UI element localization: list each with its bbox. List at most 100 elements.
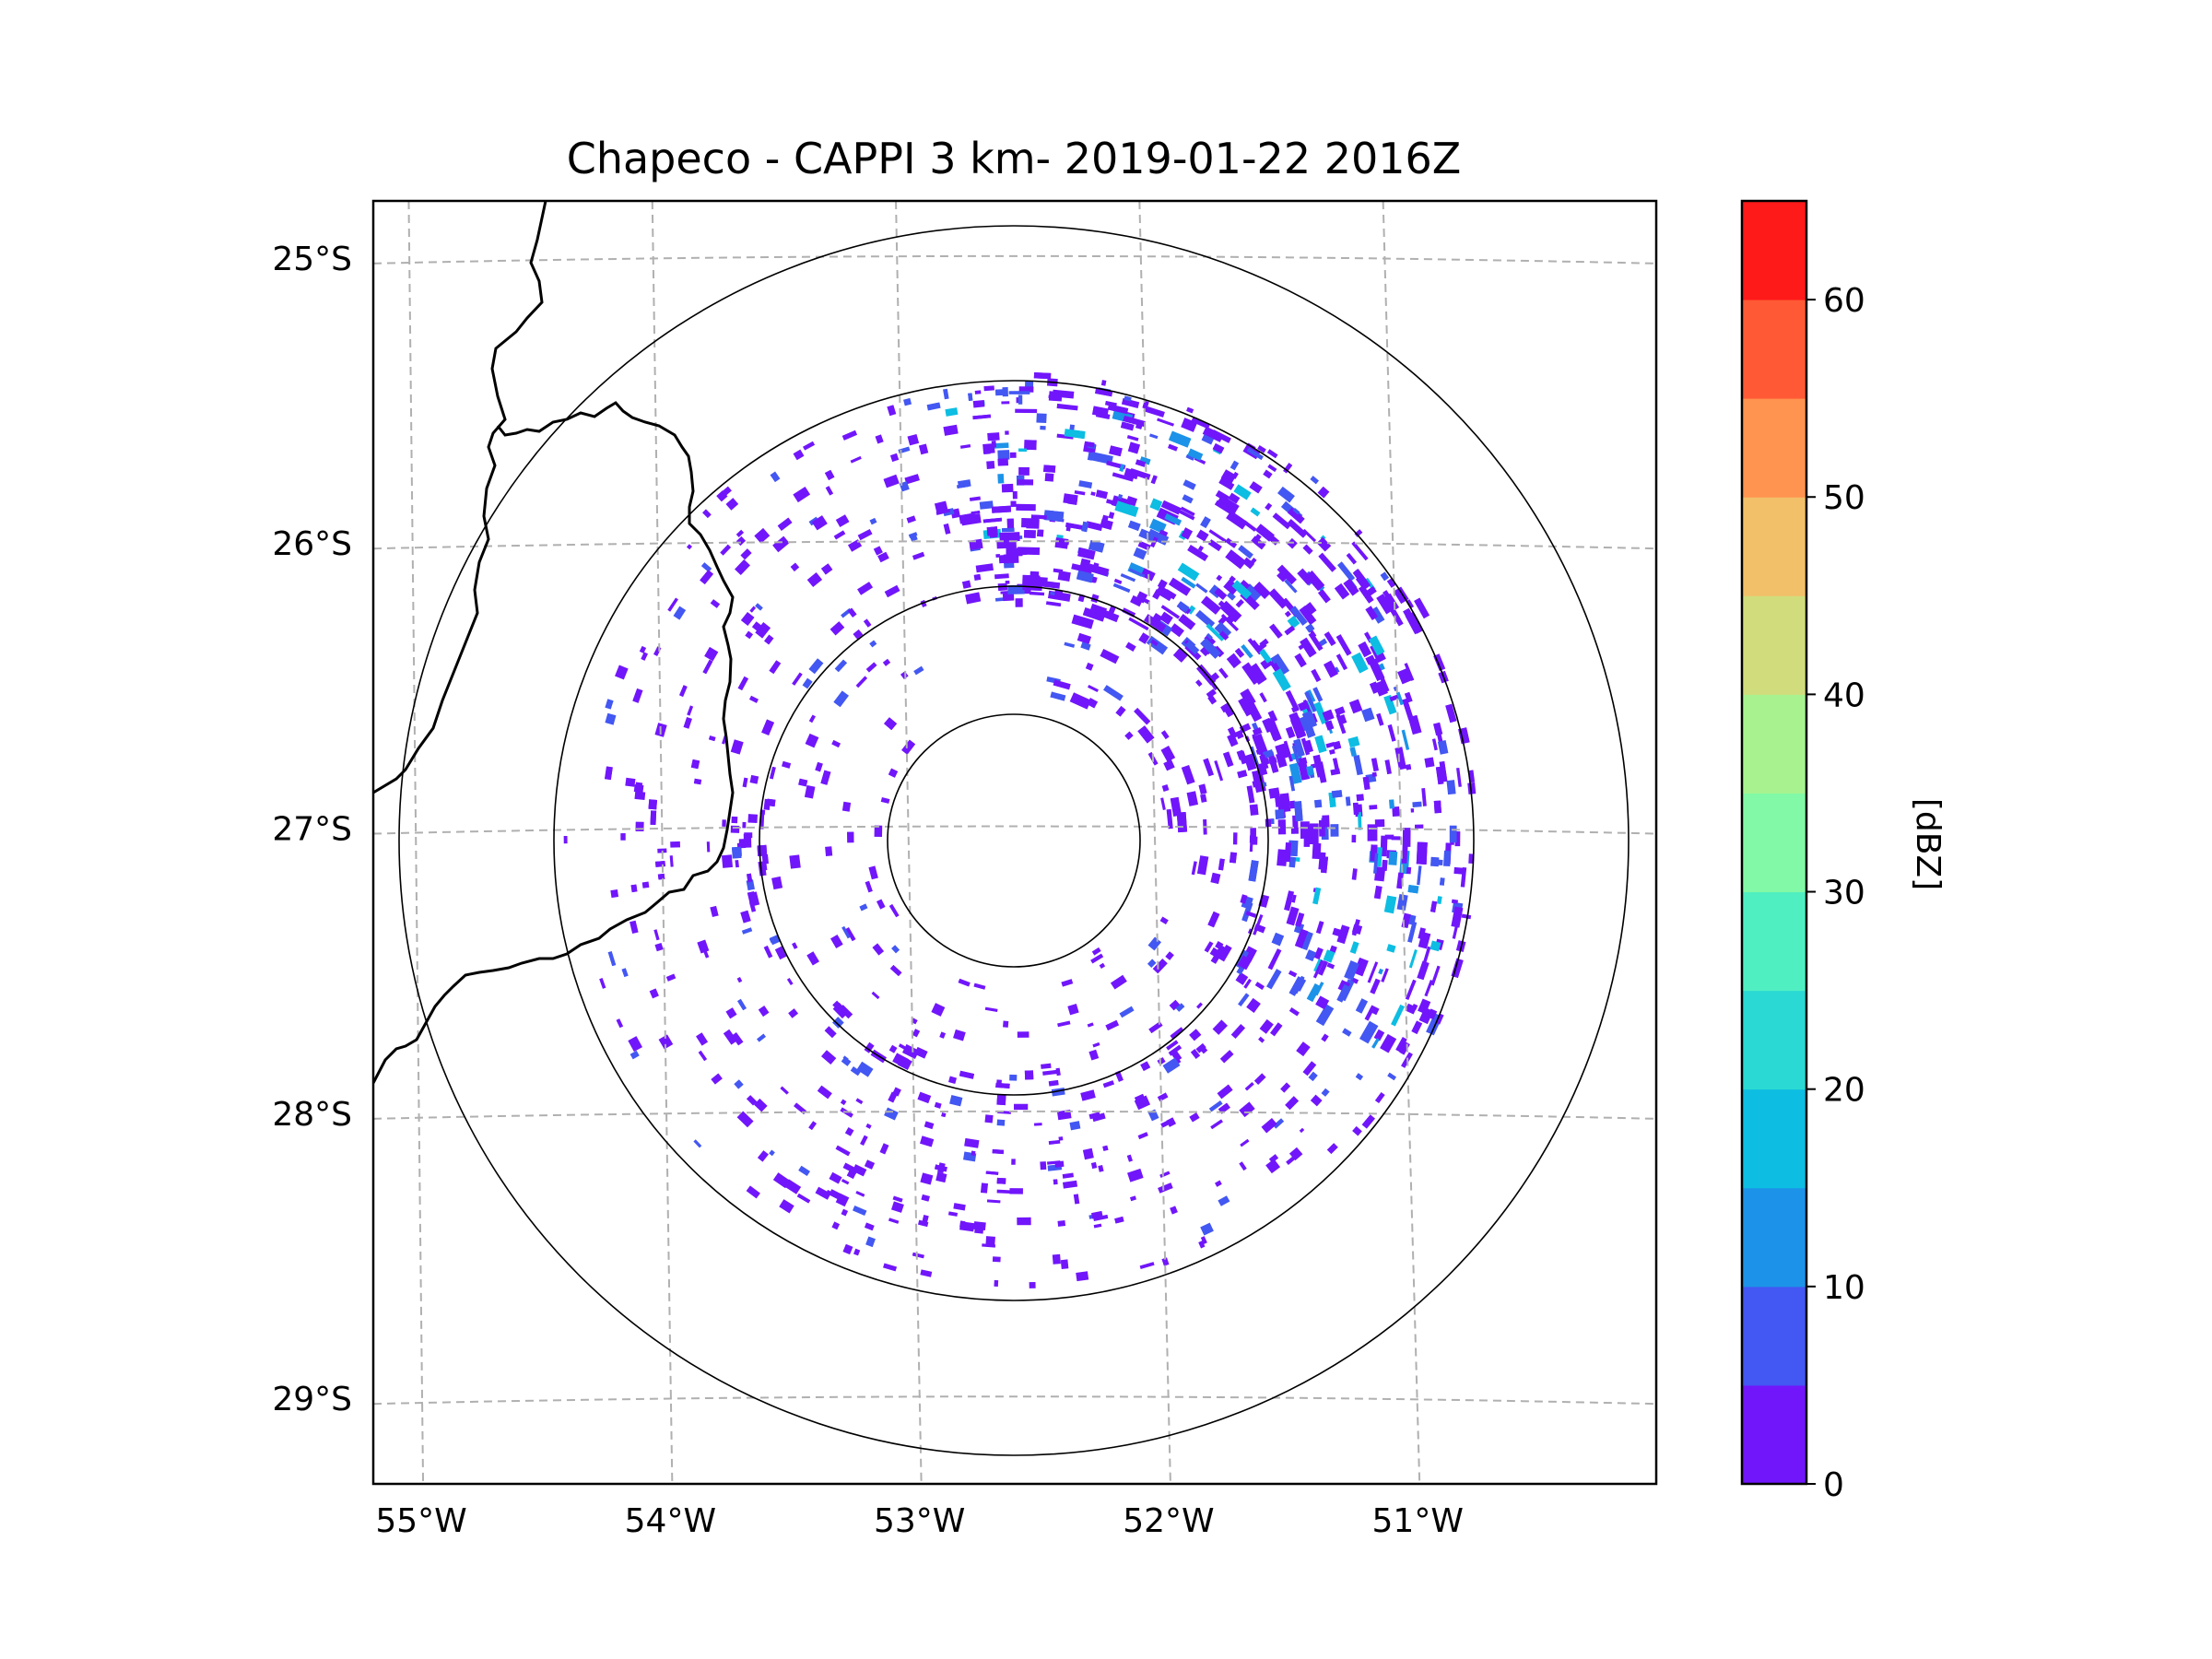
echo-cell: [1166, 808, 1173, 830]
echo-cell: [1391, 836, 1401, 841]
echo-cell: [1253, 1073, 1266, 1086]
echo-cell: [947, 1076, 958, 1084]
echo-cell: [1217, 946, 1228, 959]
echo-cell: [1197, 545, 1205, 552]
echo-cell: [1330, 768, 1341, 776]
echo-cell: [1388, 799, 1395, 809]
echo-cell: [1176, 812, 1188, 833]
echo-cell: [1181, 765, 1195, 785]
echo-cell: [1415, 824, 1424, 829]
echo-cell: [1302, 528, 1317, 543]
echo-cell: [1263, 469, 1273, 479]
echo-cell: [740, 611, 755, 626]
echo-cell: [1253, 924, 1266, 934]
echo-cell: [753, 1098, 768, 1112]
echo-cell: [747, 873, 753, 883]
echo-cell: [1210, 1119, 1223, 1130]
echo-cell: [853, 629, 864, 640]
echo-cell: [811, 515, 828, 531]
map-area: [373, 201, 1656, 1484]
echo-cell: [874, 825, 883, 838]
echo-cell: [721, 854, 734, 868]
echo-cell: [833, 530, 846, 540]
echo-cell: [1240, 579, 1251, 589]
echo-cell: [1313, 947, 1324, 960]
echo-cell: [1098, 1164, 1104, 1172]
echo-cell: [1157, 579, 1168, 590]
echo-cell: [1048, 1079, 1059, 1087]
echo-cell: [1187, 545, 1209, 562]
echo-cell: [1452, 925, 1458, 939]
echo-cell: [1445, 703, 1457, 724]
colorbar-tick-label: 40: [1823, 677, 1865, 714]
echo-cell: [1172, 648, 1188, 663]
echo-cell: [820, 770, 831, 785]
echo-cell: [1065, 526, 1071, 532]
echo-cell: [1351, 652, 1369, 674]
colorbar-segment: [1742, 497, 1806, 596]
echo-cell: [771, 876, 783, 890]
echo-cell: [749, 774, 759, 784]
echo-cell: [1220, 703, 1230, 713]
echo-cell: [761, 719, 774, 735]
echo-cell: [918, 1219, 929, 1228]
echo-cell: [855, 1190, 865, 1197]
echo-cell: [860, 1135, 868, 1146]
echo-cell: [1018, 466, 1030, 476]
echo-cell: [865, 1159, 875, 1170]
echo-cell: [803, 441, 816, 451]
echo-cell: [1071, 563, 1093, 574]
echo-cell: [1053, 568, 1064, 573]
echo-cell: [1410, 808, 1415, 813]
echo-cell: [1381, 968, 1389, 982]
echo-cell: [1064, 641, 1076, 648]
echo-cell: [755, 622, 771, 639]
echo-cell: [1284, 625, 1296, 636]
echo-cell: [1225, 549, 1247, 570]
echo-cell: [1239, 723, 1252, 734]
echo-cell: [985, 1236, 995, 1245]
echo-cell: [1201, 595, 1221, 615]
echo-cell: [920, 1172, 934, 1185]
echo-cell: [1380, 571, 1389, 582]
echo-cell: [725, 498, 739, 511]
echo-cell: [1392, 806, 1400, 818]
echo-cell: [1085, 521, 1103, 532]
echo-cell: [1200, 1222, 1214, 1236]
echo-cell: [1119, 464, 1125, 472]
echo-cell: [1380, 1033, 1397, 1053]
echo-cell: [1312, 754, 1325, 778]
reflectivity-echoes: [563, 372, 1477, 1288]
echo-cell: [690, 759, 700, 770]
echo-cell: [1361, 707, 1375, 723]
echo-cell: [1318, 552, 1336, 572]
echo-cell: [965, 592, 982, 605]
echo-cell: [1252, 726, 1263, 736]
echo-cell: [1302, 544, 1313, 555]
echo-cell: [1063, 493, 1078, 505]
latitude-labels: 25°S 26°S 27°S 28°S 29°S: [272, 241, 352, 1418]
echo-cell: [1240, 894, 1248, 904]
echo-cell: [1242, 520, 1257, 532]
echo-cell: [1152, 959, 1168, 974]
echo-cell: [1087, 684, 1099, 693]
echo-cell: [1272, 512, 1291, 530]
echo-cell: [1292, 507, 1300, 515]
echo-cell: [841, 1178, 850, 1185]
echo-cell: [869, 517, 877, 525]
echo-cell: [1174, 507, 1195, 521]
echo-cell: [1275, 743, 1289, 760]
echo-cell: [610, 889, 619, 899]
echo-cell: [673, 606, 687, 620]
echo-cell: [1287, 519, 1308, 538]
echo-cell: [1351, 868, 1358, 880]
echo-cell: [630, 884, 638, 893]
echo-cell: [1088, 539, 1105, 553]
echo-cell: [1235, 971, 1249, 985]
echo-cell: [1214, 759, 1224, 782]
echo-cell: [1242, 583, 1262, 602]
echo-cell: [1295, 857, 1300, 862]
echo-cell: [1161, 783, 1170, 793]
echo-cell: [1335, 634, 1352, 656]
echo-cell: [1259, 1018, 1274, 1034]
